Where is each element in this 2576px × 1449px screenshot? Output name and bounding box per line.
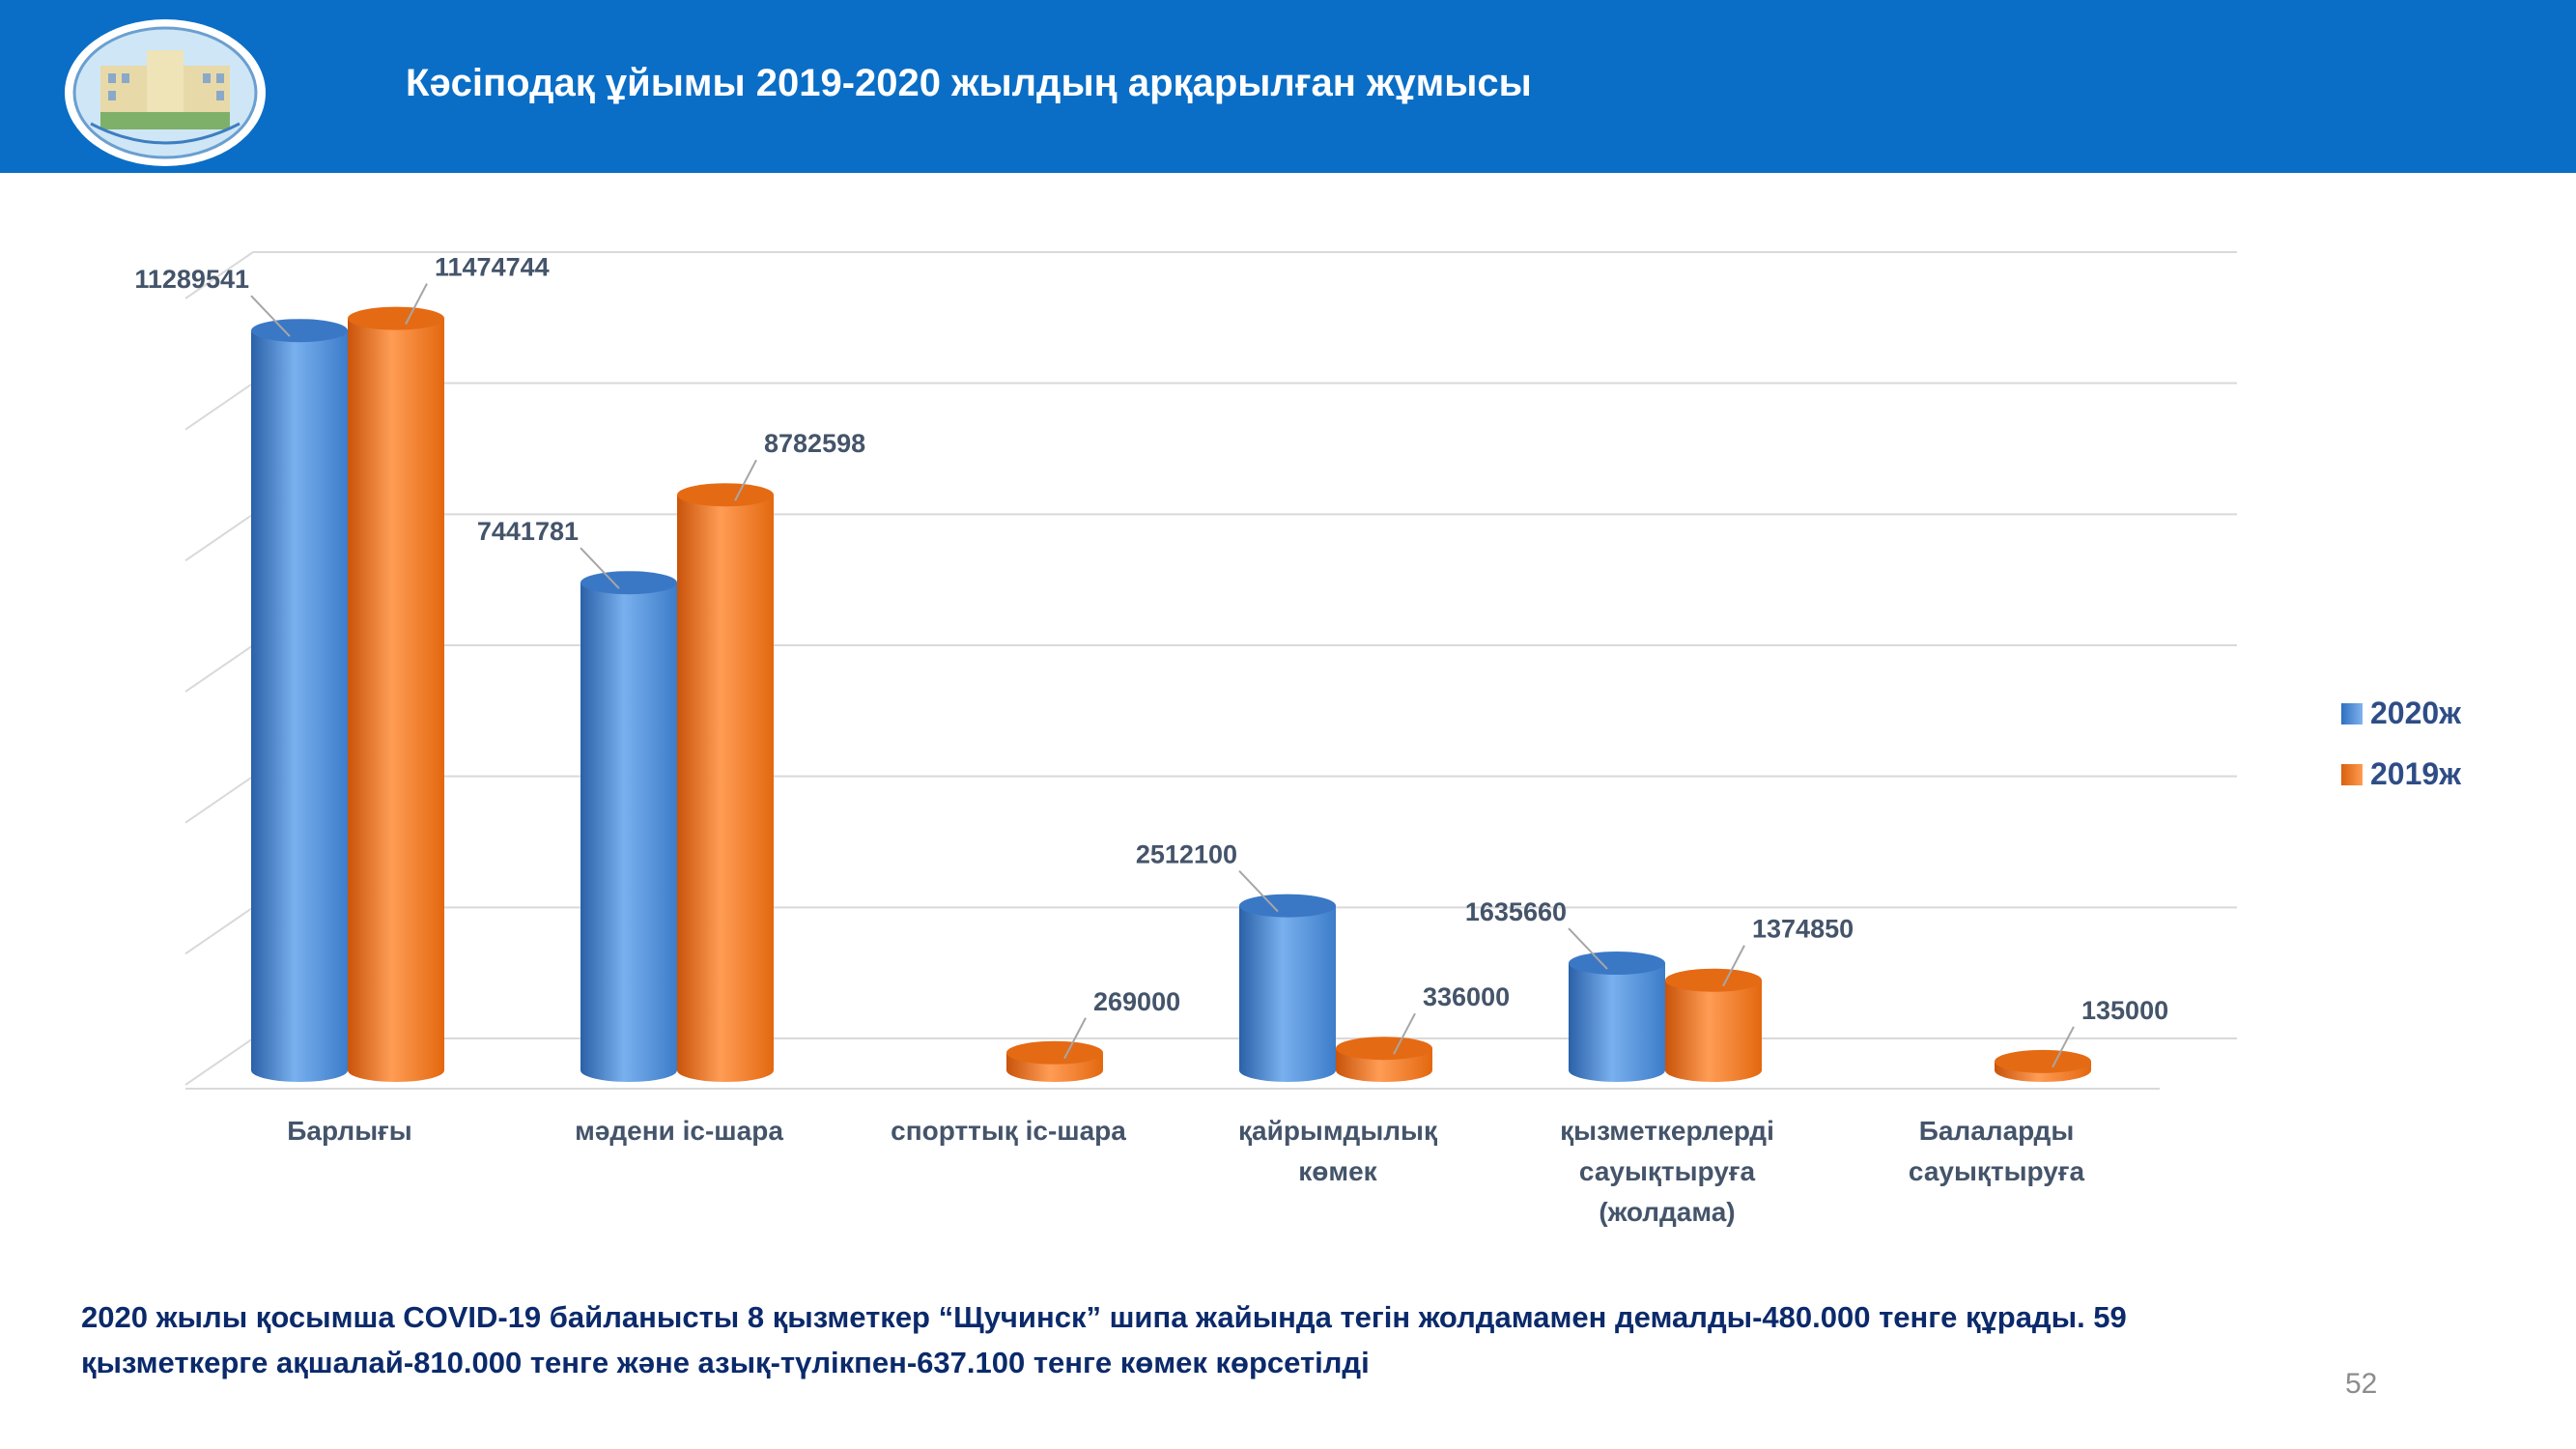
header-bar: Кәсіподақ ұйымы 2019-2020 жылдың арқарыл… — [0, 0, 2576, 173]
category-label-4: сауықтыруға — [1579, 1156, 1756, 1186]
gridline-side — [184, 644, 254, 693]
data-label-2019-4: 1374850 — [1752, 915, 1854, 944]
footnote-text: 2020 жылы қосымша COVID-19 байланысты 8 … — [81, 1300, 2127, 1379]
category-label-1: мәдени іс-шара — [575, 1116, 783, 1146]
category-label-2: спорттық іс-шара — [891, 1116, 1126, 1146]
bar-2020-0 — [251, 330, 348, 1082]
label-leader — [1393, 1012, 1416, 1055]
label-leader — [1722, 945, 1745, 987]
label-leader — [1063, 1017, 1087, 1060]
bar-top-2019-4 — [1665, 968, 1762, 992]
category-label-3: көмек — [1298, 1156, 1377, 1186]
gridline-side — [184, 513, 254, 562]
bar-top-2019-2 — [1006, 1040, 1103, 1065]
bar-top-2020-4 — [1569, 952, 1665, 976]
data-label-2019-3: 336000 — [1423, 982, 1510, 1011]
label-leader — [405, 283, 428, 326]
bar-top-2019-1 — [677, 483, 774, 507]
gridline-side — [184, 775, 254, 824]
label-leader — [734, 459, 757, 501]
data-label-2019-5: 135000 — [2081, 996, 2168, 1025]
gridline-side — [184, 251, 254, 299]
bar-2020-3 — [1239, 905, 1336, 1082]
bar-top-2020-3 — [1239, 894, 1336, 918]
category-label-5: Балаларды — [1919, 1116, 2075, 1146]
legend-label-2020: 2020ж — [2370, 696, 2461, 730]
bar-top-2019-0 — [348, 306, 444, 330]
bar-2020-1 — [580, 582, 677, 1082]
bar-top-2019-5 — [1995, 1049, 2091, 1073]
gridline-side — [184, 906, 254, 955]
bar-2019-4 — [1665, 980, 1762, 1082]
page-number: 52 — [2345, 1368, 2378, 1400]
category-label-4: қызметкерлерді — [1560, 1116, 1774, 1146]
gridline-side — [184, 1037, 254, 1086]
data-label-2020-3: 2512100 — [1136, 840, 1237, 869]
bar-2020-4 — [1569, 963, 1665, 1082]
bar-top-2019-3 — [1336, 1037, 1432, 1061]
legend-label-2019: 2019ж — [2370, 756, 2461, 791]
label-leader — [580, 547, 620, 589]
bar-2019-0 — [348, 318, 444, 1082]
label-leader — [2052, 1026, 2075, 1068]
bar-chart: 11289541 11474744 Барлығы 7441781 8782598 мәд… — [134, 251, 2237, 1227]
page-title: Кәсіподақ ұйымы 2019-2020 жылдың арқарыл… — [406, 62, 1532, 104]
data-label-2020-0: 11289541 — [134, 265, 249, 294]
bar-2019-1 — [677, 495, 774, 1082]
category-label-0: Барлығы — [287, 1116, 411, 1146]
data-label-2020-4: 1635660 — [1465, 897, 1567, 926]
legend-swatch-2019 — [2341, 763, 2363, 785]
label-leader — [250, 295, 291, 337]
category-label-5: сауықтыруға — [1909, 1156, 2085, 1186]
logo-seal — [65, 19, 266, 166]
bar-top-2020-1 — [580, 571, 677, 595]
bar-top-2020-0 — [251, 319, 348, 343]
data-label-2020-1: 7441781 — [477, 517, 579, 546]
label-leader — [1568, 927, 1608, 970]
category-label-4: (жолдама) — [1599, 1197, 1735, 1227]
data-label-2019-0: 11474744 — [435, 253, 550, 282]
legend-item-2020: 2020ж — [2341, 696, 2461, 731]
legend-swatch-2020 — [2341, 702, 2363, 724]
data-label-2019-2: 269000 — [1093, 987, 1180, 1016]
data-label-2019-1: 8782598 — [764, 429, 865, 458]
legend-item-2019: 2019ж — [2341, 756, 2461, 792]
category-label-3: қайрымдылық — [1238, 1116, 1438, 1146]
label-leader — [1238, 869, 1279, 913]
chart-legend: 2020ж 2019ж — [2341, 696, 2461, 817]
gridline-side — [184, 382, 254, 431]
